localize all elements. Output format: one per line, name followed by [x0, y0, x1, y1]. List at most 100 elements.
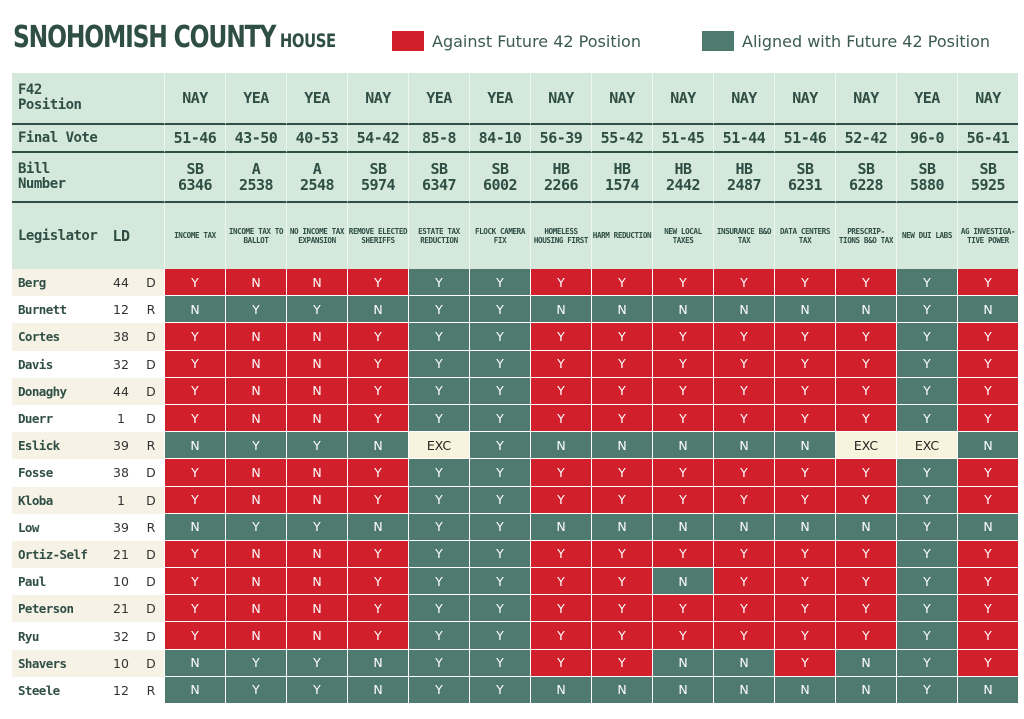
- vote-cell: Y: [164, 323, 225, 351]
- vote-cell: Y: [469, 296, 530, 324]
- bill-topic: NEW LOCAL TAXES: [652, 203, 713, 269]
- vote-table: F42 Position NAY YEA YEA NAY YEA YEA NAY NAY NAY N…: [12, 73, 1018, 704]
- vote-cell: Y: [713, 350, 774, 378]
- bill-chamber: SB: [918, 160, 936, 178]
- vote-cell: Y: [347, 595, 408, 623]
- legislator-name: Eslick: [12, 432, 104, 460]
- vote-cell: Y: [713, 595, 774, 623]
- legislator-ld: 44: [104, 377, 138, 405]
- vote-cell: Y: [164, 404, 225, 433]
- vote-cell: N: [286, 595, 347, 623]
- vote-cell: Y: [713, 486, 774, 514]
- legislator-ld: 10: [104, 568, 138, 596]
- vote-cell: Y: [896, 404, 957, 433]
- bill-number-row-ld-cell: [104, 153, 138, 203]
- vote-cell: N: [957, 432, 1018, 460]
- legislator-row: Eslick 39 R N Y Y N EXC Y N N N N N EXC EXC N: [12, 432, 1018, 460]
- vote-cell: Y: [469, 432, 530, 460]
- bill-number: SB 5880: [896, 153, 957, 203]
- vote-cell: Y: [530, 269, 591, 297]
- vote-cell: Y: [530, 649, 591, 677]
- vote-cell: Y: [957, 622, 1018, 650]
- legislator-party: D: [138, 269, 164, 297]
- ld-header: LD: [104, 203, 138, 269]
- bill-position: YEA: [286, 73, 347, 125]
- legislator-name: Kloba: [12, 486, 104, 514]
- vote-cell: Y: [835, 350, 896, 378]
- bill-number: A 2538: [225, 153, 286, 203]
- vote-cell: Y: [469, 622, 530, 650]
- bill-position: NAY: [164, 73, 225, 125]
- legislator-ld: 21: [104, 540, 138, 569]
- vote-cell: Y: [225, 513, 286, 541]
- vote-cell: Y: [530, 323, 591, 351]
- final-vote: 96-0: [896, 125, 957, 153]
- page-header: SNOHOMISH COUNTY HOUSE Against Future 42 …: [0, 0, 1024, 70]
- bill-position: NAY: [835, 73, 896, 125]
- vote-cell: Y: [896, 676, 957, 704]
- bill-chamber: HB: [674, 160, 692, 178]
- bill-number: HB 2266: [530, 153, 591, 203]
- vote-cell: Y: [164, 377, 225, 405]
- vote-cell: Y: [896, 622, 957, 650]
- vote-cell: Y: [530, 595, 591, 623]
- vote-cell: N: [164, 676, 225, 704]
- final-vote: 84-10: [469, 125, 530, 153]
- final-vote: 56-39: [530, 125, 591, 153]
- bill-chamber: HB: [552, 160, 570, 178]
- bill-chamber: SB: [979, 160, 997, 178]
- bill-number: A 2548: [286, 153, 347, 203]
- vote-cell: N: [164, 513, 225, 541]
- vote-cell: Y: [652, 459, 713, 487]
- vote-cell: N: [225, 459, 286, 487]
- bill-num: 5974: [360, 176, 396, 194]
- bill-num: 2548: [299, 176, 335, 194]
- vote-cell: N: [225, 377, 286, 405]
- legislator-name: Shavers: [12, 649, 104, 677]
- bill-num: 6228: [848, 176, 884, 194]
- vote-cell: N: [652, 649, 713, 677]
- page-title: SNOHOMISH COUNTY HOUSE: [13, 20, 336, 55]
- vote-cell: Y: [347, 350, 408, 378]
- bill-num: 1574: [604, 176, 640, 194]
- vote-cell: EXC: [408, 432, 469, 460]
- county-name: SNOHOMISH COUNTY: [13, 20, 276, 55]
- legislator-row: Steele 12 R N Y Y N Y Y N N N N N N Y N: [12, 676, 1018, 704]
- vote-cell: Y: [225, 432, 286, 460]
- vote-cell: Y: [957, 269, 1018, 297]
- vote-cell: Y: [774, 568, 835, 596]
- bill-topic: REMOVE ELECTED SHERIFFS: [347, 203, 408, 269]
- vote-cell: N: [286, 323, 347, 351]
- final-vote: 51-46: [164, 125, 225, 153]
- vote-cell: N: [957, 676, 1018, 704]
- bill-num: 2266: [543, 176, 579, 194]
- vote-cell: Y: [286, 649, 347, 677]
- vote-cell: N: [652, 513, 713, 541]
- vote-cell: Y: [713, 622, 774, 650]
- bill-position: NAY: [652, 73, 713, 125]
- legislator-row: Cortes 38 D Y N N Y Y Y Y Y Y Y Y Y Y Y: [12, 323, 1018, 351]
- vote-cell: Y: [713, 269, 774, 297]
- vote-cell: Y: [347, 269, 408, 297]
- legislator-row: Low 39 R N Y Y N Y Y N N N N N N Y N: [12, 513, 1018, 541]
- vote-cell: Y: [164, 486, 225, 514]
- vote-cell: N: [286, 350, 347, 378]
- bill-chamber: SB: [186, 160, 204, 178]
- legend-against-label: Against Future 42 Position: [432, 31, 641, 51]
- vote-cell: Y: [347, 540, 408, 569]
- vote-cell: Y: [469, 269, 530, 297]
- bill-topic: INCOME TAX TO BALLOT: [225, 203, 286, 269]
- bill-num: 6002: [482, 176, 518, 194]
- legislator-row: Berg 44 D Y N N Y Y Y Y Y Y Y Y Y Y Y: [12, 269, 1018, 297]
- bill-topic: INCOME TAX: [164, 203, 225, 269]
- bill-topic: DATA CENTERS TAX: [774, 203, 835, 269]
- vote-cell: Y: [164, 350, 225, 378]
- bill-position: YEA: [225, 73, 286, 125]
- vote-cell: Y: [469, 513, 530, 541]
- vote-cell: Y: [530, 350, 591, 378]
- vote-cell: Y: [286, 432, 347, 460]
- final-vote: 51-46: [774, 125, 835, 153]
- vote-cell: Y: [896, 540, 957, 569]
- vote-cell: Y: [774, 404, 835, 433]
- vote-cell: Y: [652, 377, 713, 405]
